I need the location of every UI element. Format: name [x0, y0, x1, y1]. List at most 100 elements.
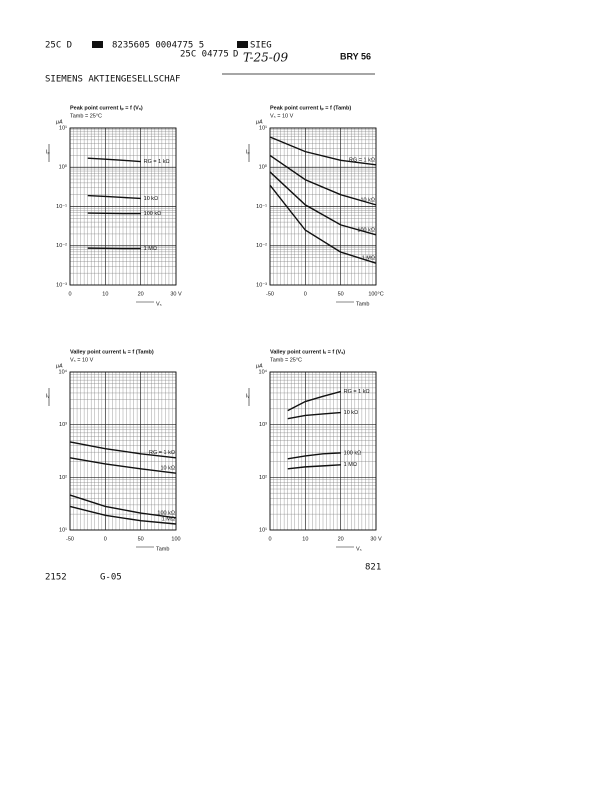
chart-subtitle: Vₛ = 10 V [270, 113, 294, 119]
series-label: 1 MΩ [344, 462, 357, 468]
y-unit: μA [255, 363, 263, 369]
footer-code: G-05 [100, 573, 122, 583]
curve [69, 494, 177, 519]
plot-frame [69, 371, 177, 531]
series-label: RG = 1 kΩ [149, 450, 175, 456]
plot-frame [69, 127, 177, 286]
curve [269, 154, 377, 206]
y-axis-label: Iᵥ [46, 393, 50, 399]
y-tick-label: 10³ [59, 422, 67, 428]
y-tick-label: 10⁻² [256, 243, 267, 249]
x-tick-label: 100°C [368, 291, 383, 297]
y-tick-label: 10⁻² [56, 243, 67, 249]
x-tick-label: 30 V [170, 291, 182, 297]
chart-subtitle: Vₛ = 10 V [70, 357, 94, 363]
plot-frame [269, 127, 377, 286]
series-label: 10 kΩ [360, 197, 375, 203]
curve [69, 441, 177, 459]
curve [287, 411, 341, 420]
y-tick-label: 10⁴ [59, 368, 68, 375]
series-label: RG = 1 kΩ [344, 389, 370, 395]
y-tick-label: 10¹ [59, 527, 67, 533]
series-label: 100 kΩ [144, 211, 162, 217]
y-tick-label: 10² [59, 475, 67, 481]
company: SIEMENS AKTIENGESELLSCHAF [45, 75, 180, 85]
chart-subtitle: Tamb = 25°C [270, 357, 302, 363]
x-tick-label: 30 V [370, 536, 382, 542]
y-tick-label: 10² [259, 475, 267, 481]
curve [69, 457, 177, 474]
y-tick-label: 10¹ [259, 125, 267, 131]
x-tick-label: 0 [304, 291, 307, 297]
y-unit: μA [55, 119, 63, 125]
chart-title: Peak point current Iₚ = f (Vₛ) [70, 105, 143, 111]
y-tick-label: 10³ [259, 422, 267, 428]
y-unit: μA [255, 119, 263, 125]
x-tick-label: 0 [104, 536, 107, 542]
y-tick-label: 10¹ [259, 527, 267, 533]
x-axis-label: Tamb [156, 546, 169, 552]
series-label: RG = 1 kΩ [144, 159, 170, 165]
part-number: BRY 56 [340, 51, 371, 61]
x-axis-label: Vₛ [156, 301, 162, 307]
series-label: RG = 1 kΩ [349, 157, 375, 163]
series-label: 100 kΩ [344, 450, 362, 456]
x-tick-label: 50 [138, 536, 144, 542]
series-label: 100 kΩ [357, 227, 375, 233]
y-tick-label: 10⁻³ [256, 282, 267, 288]
curve [269, 184, 377, 264]
black-block [92, 41, 103, 48]
handwritten-note: T-25-09 [243, 51, 288, 65]
y-tick-label: 10¹ [59, 125, 67, 131]
y-axis-label: Iₚ [46, 149, 51, 155]
y-tick-label: 10⁻³ [56, 282, 67, 288]
header-code: 8235605 0004775 5 [112, 41, 204, 51]
header-code: D [233, 50, 238, 60]
x-tick-label: 20 [338, 536, 344, 542]
header-code: 25C D [45, 41, 72, 51]
y-unit: μA [55, 363, 63, 369]
series-label: 10 kΩ [160, 466, 175, 472]
x-axis-label: Vₛ [356, 546, 362, 552]
x-tick-label: 0 [68, 291, 71, 297]
curve [87, 194, 141, 200]
curve [269, 136, 377, 166]
series-label: 10 kΩ [144, 196, 159, 202]
x-tick-label: 50 [338, 291, 344, 297]
x-tick-label: -50 [66, 536, 74, 542]
y-tick-label: 10⁻¹ [256, 204, 267, 210]
series-label: 100 kΩ [157, 510, 175, 516]
y-tick-label: 10⁰ [59, 164, 68, 171]
chart-title: Valley point current Iᵥ = f (Vₛ) [270, 349, 345, 355]
series-label: 1 MΩ [144, 246, 157, 252]
series-label: 1 MΩ [162, 516, 175, 522]
curve [287, 390, 341, 412]
x-tick-label: -50 [266, 291, 274, 297]
series-label: 1 MΩ [362, 256, 375, 262]
x-tick-label: 0 [268, 536, 271, 542]
header-code: SIEG [250, 41, 272, 51]
y-tick-label: 10⁰ [259, 164, 268, 171]
plot-frame [269, 371, 377, 531]
footer-code: 2152 [45, 573, 67, 583]
y-axis-label: Iₚ [246, 149, 251, 155]
y-tick-label: 10⁴ [259, 368, 268, 375]
x-tick-label: 10 [302, 536, 308, 542]
x-axis-label: Tamb [356, 301, 369, 307]
curve [287, 452, 341, 460]
chart-title: Peak point current Iₚ = f (Tamb) [270, 105, 351, 111]
y-axis-label: Iᵥ [246, 393, 250, 399]
chart-subtitle: Tamb = 25°C [70, 113, 102, 119]
x-tick-label: 20 [138, 291, 144, 297]
chart-title: Valley point current Iᵥ = f (Tamb) [70, 349, 154, 355]
curve [69, 505, 177, 525]
curve [87, 157, 141, 163]
curve [269, 171, 377, 236]
header-code: 25C 04775 [180, 50, 229, 60]
curve [87, 212, 141, 215]
x-tick-label: 100 [171, 536, 180, 542]
black-block [237, 41, 248, 48]
x-tick-label: 10 [102, 291, 108, 297]
